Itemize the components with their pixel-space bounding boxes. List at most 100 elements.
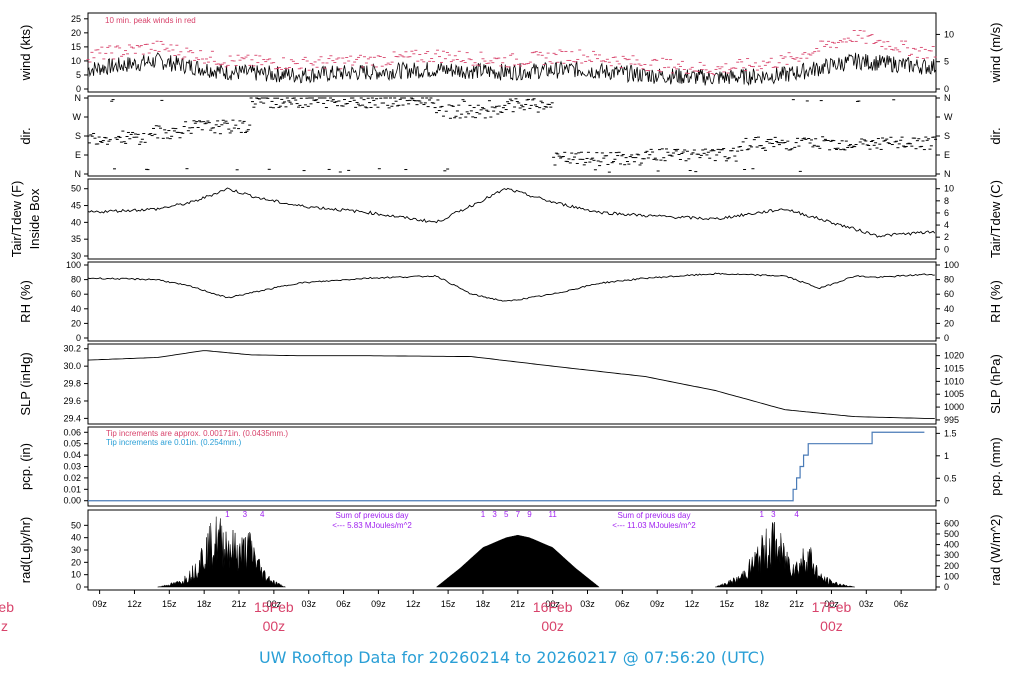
ylabel-left-rh: RH (%) [18,280,33,323]
ytick-label-right-slp: 995 [944,415,959,425]
sun-hour-label: 3 [492,510,497,519]
ytick-label-left-rad: 10 [71,570,81,580]
sun-hour-label: 3 [243,510,248,519]
xtick-label: 03z [580,599,595,609]
ytick-label-left-pcp: 0.05 [63,439,81,449]
ytick-label-left-temp: 30 [71,251,81,261]
rad-area-day-2 [436,534,600,588]
ytick-label-right-rh: 40 [944,304,954,314]
ytick-label-right-slp: 1015 [944,364,964,374]
ytick-label-right-dir: N [944,169,951,179]
xtick-label: 09z [92,599,107,609]
ytick-label-left-rh: 20 [71,318,81,328]
ylabel-left-temp: Tair/Tdew (F) [9,181,24,258]
sun-hour-label: 1 [481,510,486,519]
sun-hour-label: 4 [794,510,799,519]
ytick-label-right-dir: E [944,150,950,160]
ytick-label-right-pcp: 1.5 [944,428,957,438]
ytick-label-right-wind: 5 [944,57,949,67]
ytick-label-left-wind: 15 [71,42,81,52]
ytick-label-right-rad: 600 [944,518,959,528]
ytick-label-right-rh: 20 [944,318,954,328]
pcp-annotation-1: Tip increments are approx. 0.00171in. (0… [106,429,288,438]
ytick-label-left-temp: 35 [71,234,81,244]
ytick-label-left-pcp: 0.06 [63,427,81,437]
ytick-label-right-pcp: 0.5 [944,473,957,483]
ytick-label-right-rad: 400 [944,540,959,550]
ytick-label-left-wind: 5 [76,70,81,80]
ytick-label-right-rad: 0 [944,582,949,592]
ytick-label-left-pcp: 0.00 [63,496,81,506]
ylabel-left-wind: wind (kts) [18,25,33,82]
ytick-label-right-slp: 1000 [944,402,964,412]
ytick-label-left-rad: 0 [76,582,81,592]
ytick-label-left-dir: N [75,169,82,179]
sun-hour-label: 11 [549,510,558,519]
xtick-label: 12z [406,599,421,609]
sun-hour-label: 7 [516,510,521,519]
xtick-label: 15z [441,599,456,609]
ytick-label-right-slp: 1020 [944,351,964,361]
rad-sum-value-2: <--- 11.03 MJoules/m^2 [612,521,696,530]
date-time-label: 00z [541,618,564,634]
partial-date-time-label: z [1,618,8,634]
ytick-label-right-temp: 8 [944,196,949,206]
ytick-label-left-rad: 20 [71,557,81,567]
pcp-line [88,431,925,502]
ytick-label-right-rad: 100 [944,571,959,581]
ytick-label-left-rh: 40 [71,304,81,314]
ytick-label-right-rh: 0 [944,333,949,343]
panel-frame-dir [87,95,937,177]
ytick-label-right-rad: 300 [944,550,959,560]
ylabel-left-dir: dir. [18,127,33,144]
xtick-label: 12z [685,599,700,609]
xtick-label: 18z [476,599,491,609]
ytick-label-right-rad: 500 [944,529,959,539]
rh-line [87,272,935,302]
date-label: 16Feb [533,599,573,615]
xtick-label: 18z [197,599,212,609]
ytick-label-left-wind: 10 [71,56,81,66]
xtick-label: 00z [824,599,839,609]
xtick-label: 00z [545,599,560,609]
date-label: 17Feb [812,599,852,615]
ytick-label-left-slp: 29.4 [63,413,81,423]
ytick-label-right-temp: 4 [944,220,949,230]
ytick-label-left-rh: 60 [71,289,81,299]
ytick-label-right-slp: 1010 [944,376,964,386]
ytick-label-right-rad: 200 [944,561,959,571]
sun-hour-label: 5 [504,510,509,519]
rad-sum-label-2: Sum of previous day [618,511,691,520]
xtick-label: 21z [511,599,526,609]
ytick-label-right-slp: 1005 [944,389,964,399]
xtick-label: 09z [371,599,386,609]
xtick-label: 15z [720,599,735,609]
date-time-label: 00z [263,618,286,634]
ytick-label-left-pcp: 0.02 [63,473,81,483]
xtick-label: 06z [615,599,630,609]
ytick-label-right-rh: 100 [944,260,959,270]
ytick-label-right-rh: 80 [944,275,954,285]
ytick-label-right-pcp: 1 [944,451,949,461]
ytick-label-left-dir: N [75,93,82,103]
ytick-label-right-wind: 10 [944,29,954,39]
xtick-label: 00z [267,599,282,609]
ylabel-left-pcp: pcp. (in) [18,443,33,490]
rad-area-day-3 [715,521,855,588]
xtick-label: 12z [127,599,142,609]
partial-date-label: eb [0,599,14,615]
ytick-label-right-temp: 2 [944,232,949,242]
date-label: 15Feb [254,599,294,615]
xtick-label: 03z [301,599,316,609]
ytick-label-right-wind: 0 [944,84,949,94]
date-time-label: 00z [820,618,843,634]
ytick-label-right-temp: 0 [944,244,949,254]
ytick-label-left-slp: 29.6 [63,396,81,406]
xtick-label: 15z [162,599,177,609]
ytick-label-left-rh: 80 [71,275,81,285]
sun-hour-label: 4 [260,510,265,519]
xtick-label: 09z [650,599,665,609]
ylabel-right-pcp: pcp. (mm) [988,437,1003,496]
ytick-label-left-wind: 0 [76,84,81,94]
